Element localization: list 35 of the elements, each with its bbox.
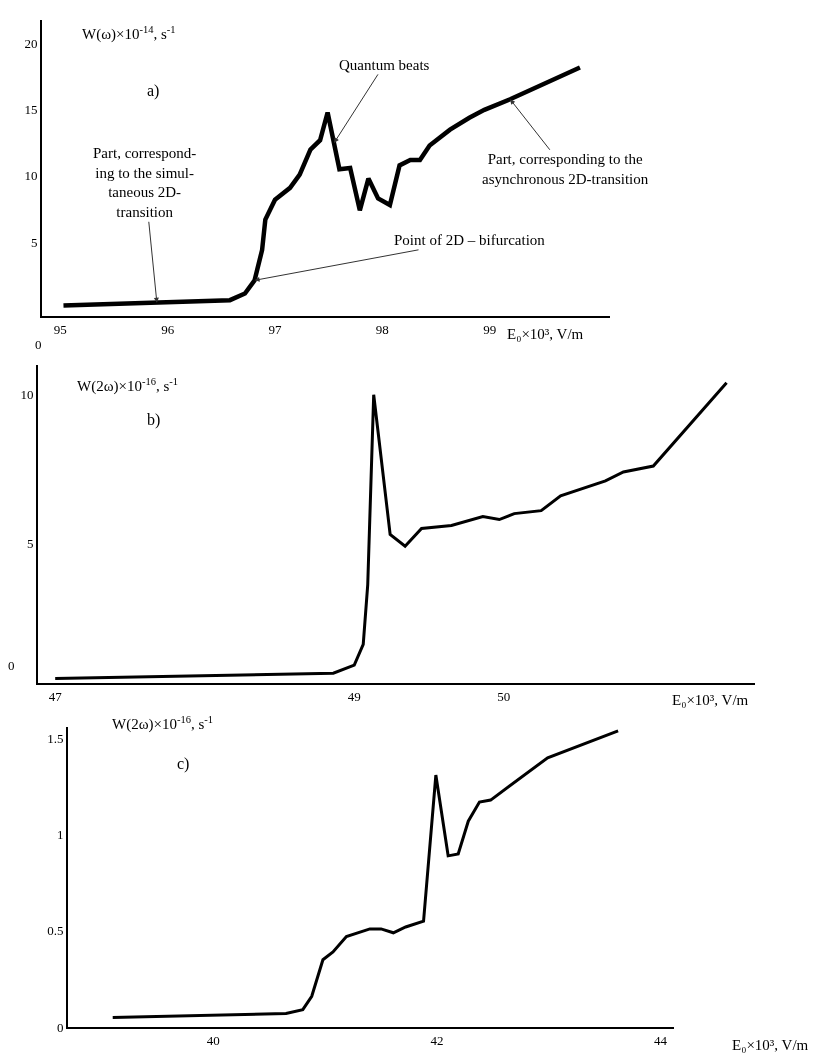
annotation: Point of 2D – bifurcation xyxy=(394,232,546,248)
annotation: Part, corresponding to the asynchronous 2D-transition xyxy=(482,151,649,187)
y-tick-label: 0.5 xyxy=(47,923,64,939)
x-axis-title: E₀×10³, V/m xyxy=(507,326,584,342)
y-tick-label: 5 xyxy=(30,234,38,250)
y-axis-title: W(2ω)×10$^{-16}$, s$^{-1}$ xyxy=(112,714,214,734)
x-tick-label: 98 xyxy=(375,321,389,337)
x-tick-label: 97 xyxy=(268,321,282,337)
x-tick-label: 47 xyxy=(48,688,63,704)
x-tick-label: 44 xyxy=(654,1032,668,1048)
x-tick-label: 40 xyxy=(206,1032,220,1048)
y-tick-label: 1 xyxy=(56,827,64,843)
y-tick-label: 5 xyxy=(26,535,34,551)
y-tick-label: 15 xyxy=(24,102,38,118)
y-tick-label: 20 xyxy=(24,36,38,52)
y-tick-label: 10 xyxy=(20,387,34,403)
annotation: Part, correspond- ing to the simul- taneous 2D- transition xyxy=(93,145,197,220)
annotation: Quantum beats xyxy=(339,57,430,73)
y-tick-label: 1.5 xyxy=(47,731,64,747)
x-tick-label: 50 xyxy=(497,688,511,704)
x-tick-label: 96 xyxy=(161,321,175,337)
y-tick-label: 10 xyxy=(24,168,38,184)
text: 0 xyxy=(8,658,15,673)
x-axis-title: E₀×10³, V/m xyxy=(672,692,749,708)
annotation: b) xyxy=(147,411,161,429)
annotation: a) xyxy=(147,82,160,100)
x-tick-label: 49 xyxy=(347,688,361,704)
x-axis-title: E₀×10³, V/m xyxy=(732,1037,809,1053)
x-tick-label: 99 xyxy=(483,321,497,337)
x-tick-label: 42 xyxy=(430,1032,444,1048)
x-tick-label: 95 xyxy=(53,321,67,337)
annotation: c) xyxy=(177,755,190,773)
y-tick-label: 0 xyxy=(56,1019,64,1035)
y-axis-title: W(ω)×10$^{-14}$, s$^{-1}$ xyxy=(82,24,176,44)
y-axis-title: W(2ω)×10$^{-16}$, s$^{-1}$ xyxy=(77,376,179,396)
